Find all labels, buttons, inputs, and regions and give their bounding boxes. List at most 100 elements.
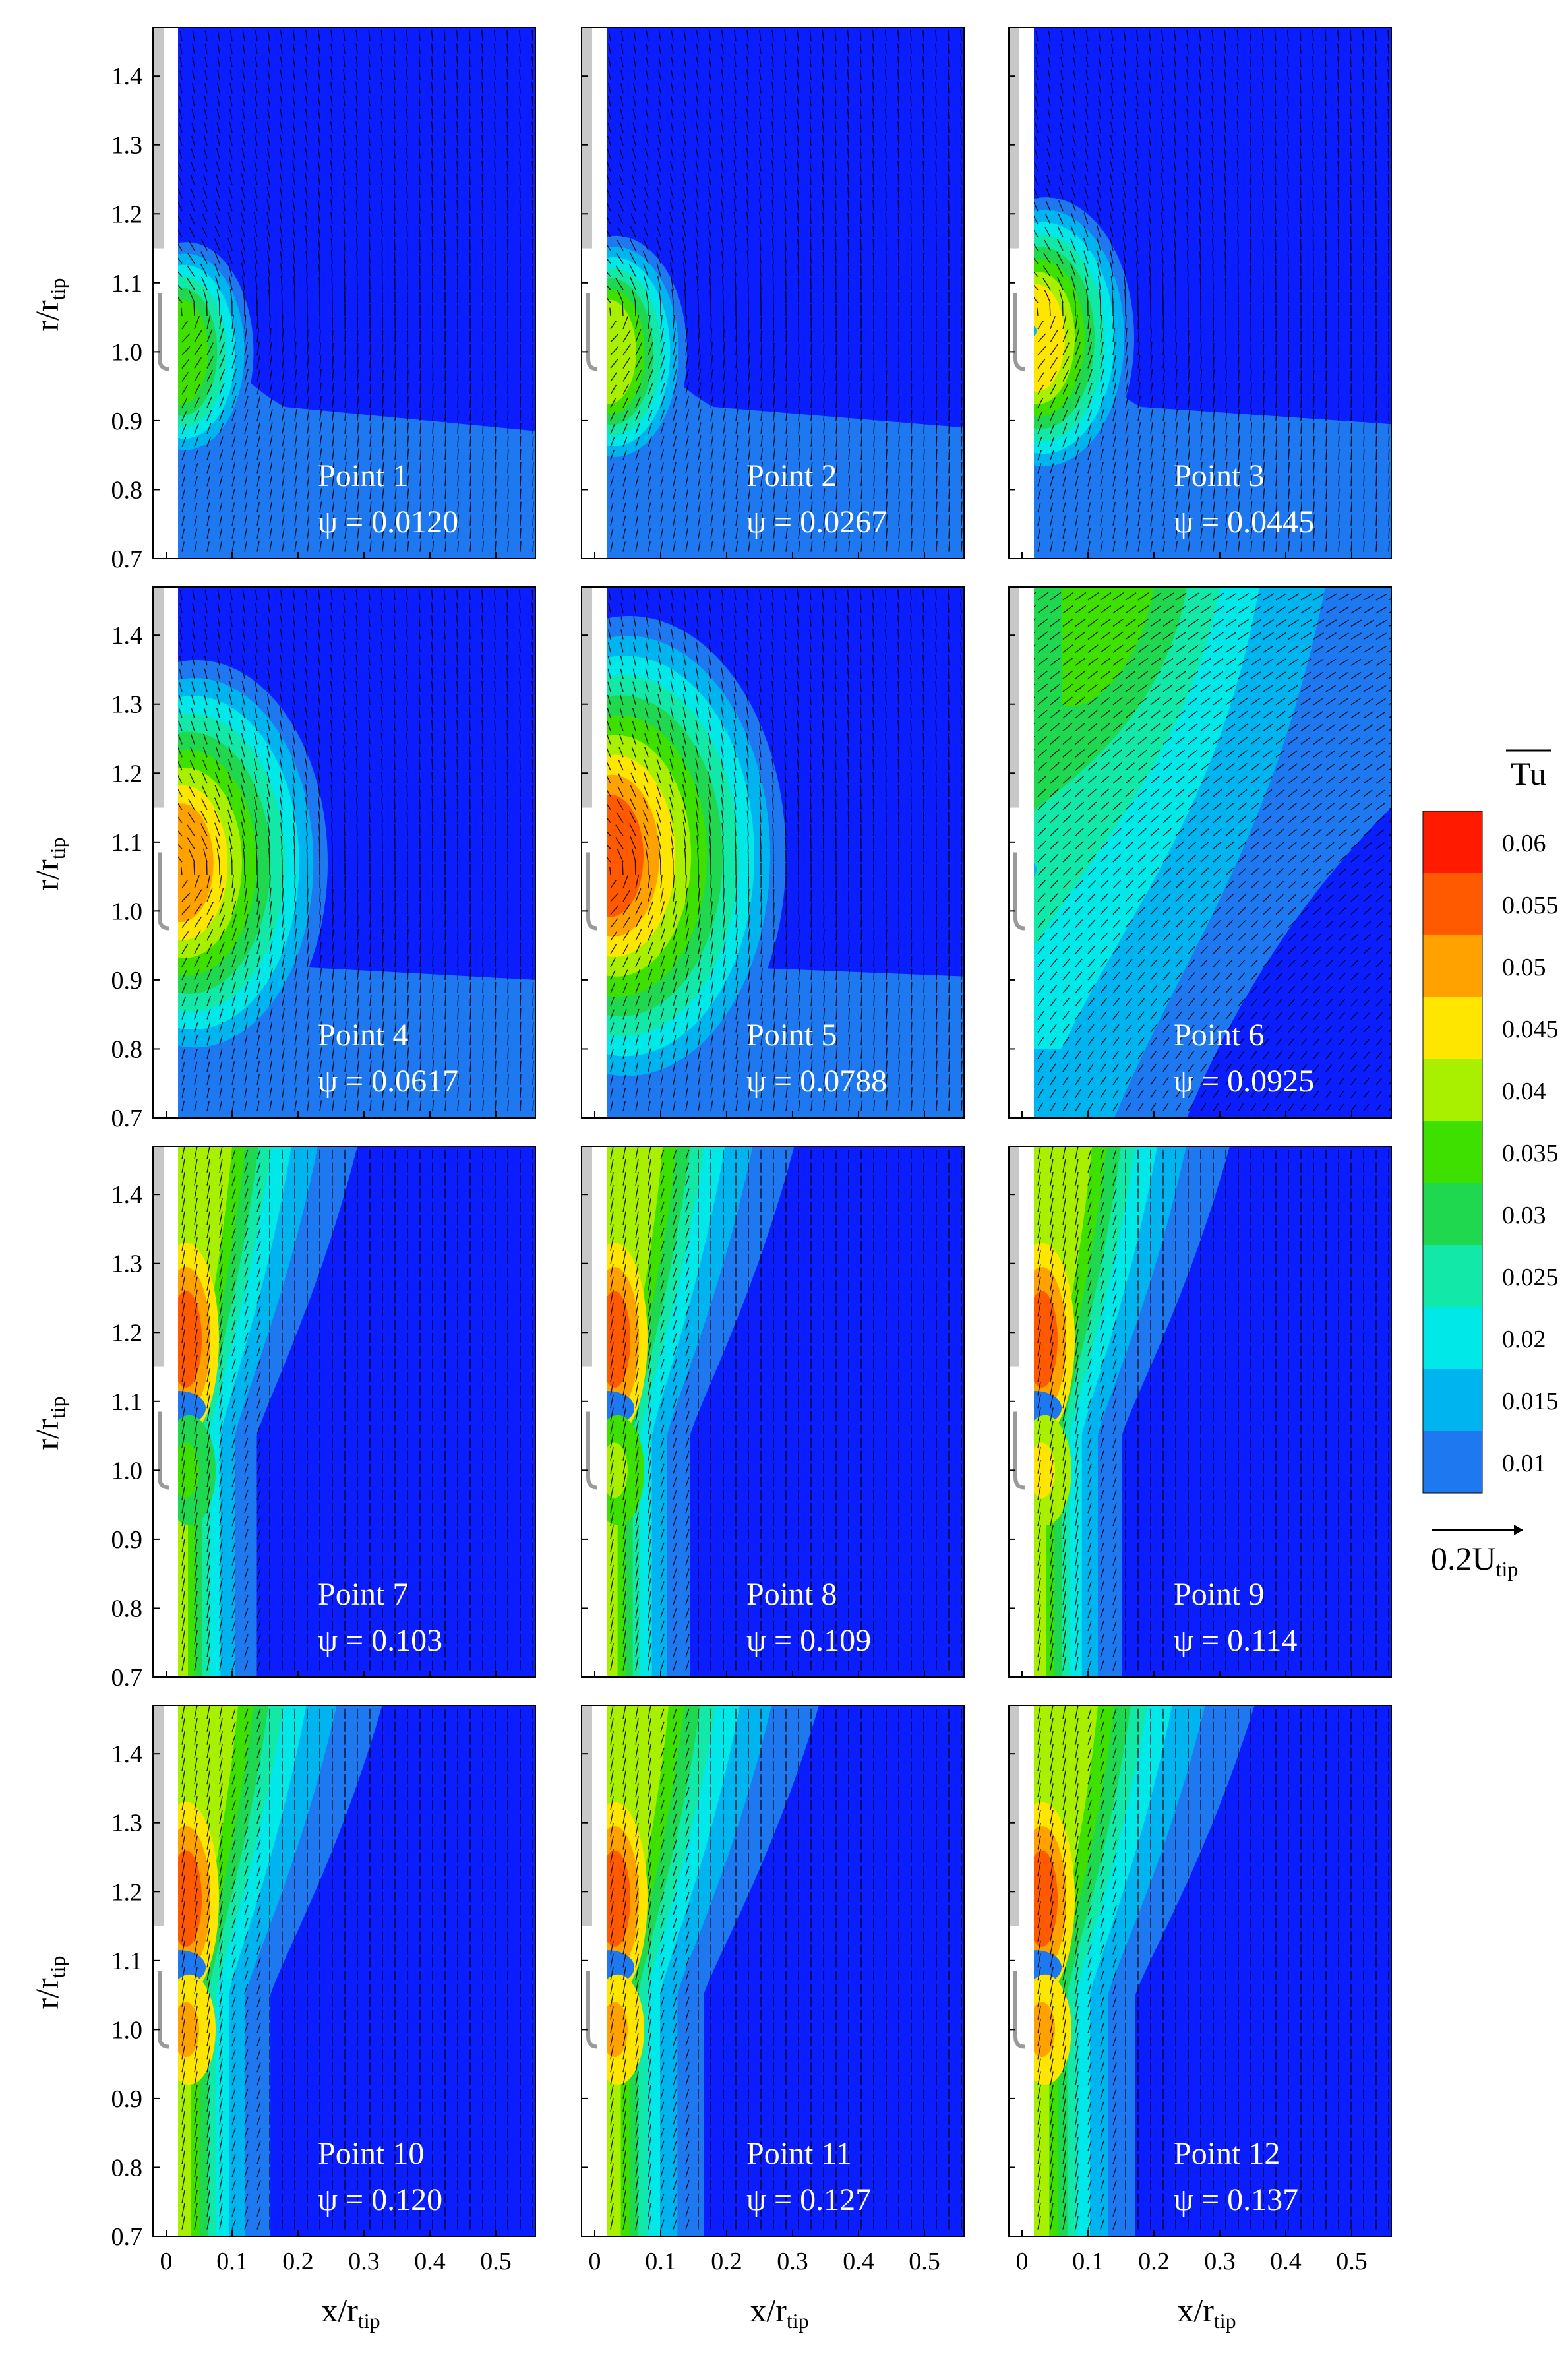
velocity-vectors (597, 1146, 962, 1671)
y-tick-label: 0.8 (111, 1595, 143, 1622)
x-tick-label: 0.1 (1072, 2248, 1104, 2275)
panel-psi-label: ψ = 0.109 (746, 1623, 871, 1658)
x-tick-label: 0.5 (480, 2248, 512, 2275)
colorbar-tick-label: 0.045 (1502, 1016, 1559, 1043)
colorbar-tick-label: 0.01 (1502, 1450, 1546, 1477)
velocity-vectors (1025, 1146, 1389, 1671)
colorbar-tick-label: 0.06 (1502, 830, 1546, 857)
x-axis-label: x/rtip (1177, 2292, 1236, 2333)
y-tick-label: 0.9 (111, 408, 143, 435)
panel-psi-label: ψ = 0.0925 (1174, 1064, 1314, 1099)
x-tick-label: 0.1 (216, 2248, 248, 2275)
y-axis-label: r/rtip (28, 1397, 69, 1450)
panel-psi-label: ψ = 0.0788 (746, 1064, 887, 1099)
y-tick-label: 1.1 (111, 1388, 143, 1416)
colorbar-tick-label: 0.04 (1502, 1078, 1546, 1105)
velocity-vectors (1017, 30, 1390, 552)
panel-point-label: Point 9 (1174, 1577, 1264, 1612)
velocity-vectors (1025, 1705, 1389, 2230)
panel-psi-label: ψ = 0.0445 (1174, 505, 1314, 539)
y-tick-label: 1.3 (111, 1250, 143, 1278)
x-tick-label: 0.3 (1204, 2248, 1236, 2275)
y-tick-label: 1.4 (111, 1740, 143, 1768)
y-tick-label: 0.9 (111, 967, 143, 995)
contour-panel: Point 8 ψ = 0.109 (581, 1146, 965, 1678)
y-tick-label: 0.7 (111, 545, 143, 573)
panel-psi-label: ψ = 0.114 (1174, 1623, 1297, 1658)
panel-point-label: Point 8 (746, 1577, 837, 1612)
y-tick-label: 1.3 (111, 691, 143, 719)
velocity-vectors (590, 589, 963, 1111)
x-tick-label: 0.4 (843, 2248, 874, 2275)
y-tick-label: 1.4 (111, 1181, 143, 1209)
velocity-vectors (597, 1705, 962, 2230)
colorbar-swatch (1423, 811, 1482, 873)
x-tick-label: 0.1 (645, 2248, 677, 2275)
x-tick-label: 0.5 (1336, 2248, 1368, 2275)
x-axis-label: x/rtip (321, 2292, 380, 2333)
axis-labels: r/rtip r/rtip r/rtip r/rtip x/rtip x/rtip x/rt… (28, 278, 1236, 2333)
contour-panel: Point 4 ψ = 0.0617 0.7 0.8 0.9 1.0 1.1 1.2 1.3 1.… (111, 586, 536, 1132)
colorbar-title: Tu (1511, 755, 1546, 792)
y-axis-label: r/rtip (28, 838, 69, 891)
x-tick-label: 0 (1016, 2248, 1029, 2275)
x-tick-label: 0.2 (282, 2248, 314, 2275)
panel-point-label: Point 6 (1174, 1018, 1264, 1053)
y-tick-label: 1.2 (111, 200, 143, 228)
x-tick-label: 0.5 (909, 2248, 940, 2275)
x-tick-label: 0.2 (711, 2248, 742, 2275)
x-tick-label: 0 (589, 2248, 601, 2275)
y-tick-label: 0.7 (111, 2223, 143, 2251)
y-tick-label: 0.7 (111, 1105, 143, 1132)
colorbar-swatch (1423, 1245, 1482, 1307)
colorbar: 0.06 0.055 0.05 0.045 0.04 0.035 0.03 0.025 0.02… (1422, 749, 1559, 1581)
colorbar-swatch (1423, 1059, 1482, 1121)
y-tick-label: 0.8 (111, 2154, 143, 2182)
colorbar-swatch (1423, 1183, 1482, 1245)
velocity-vectors (162, 589, 534, 1111)
y-tick-label: 1.0 (111, 898, 143, 925)
colorbar-swatch (1423, 935, 1482, 997)
y-tick-label: 1.4 (111, 622, 143, 650)
x-axis-label: x/rtip (750, 2292, 808, 2333)
velocity-vectors (590, 30, 963, 552)
panel-point-label: Point 7 (318, 1577, 408, 1612)
y-tick-label: 0.7 (111, 1664, 143, 1692)
colorbar-swatch (1423, 1307, 1482, 1369)
contour-panel: Point 6 ψ = 0.0925 (1008, 586, 1392, 1119)
velocity-vectors (169, 1146, 533, 1671)
panel-psi-label: ψ = 0.127 (746, 2182, 871, 2217)
panel-point-label: Point 10 (318, 2136, 424, 2171)
panel-point-label: Point 3 (1174, 458, 1264, 493)
y-tick-label: 1.2 (111, 1319, 143, 1347)
y-tick-label: 1.1 (111, 829, 143, 857)
panel-psi-label: ψ = 0.0120 (318, 505, 458, 539)
y-tick-label: 1.4 (111, 63, 143, 90)
y-tick-label: 1.3 (111, 132, 143, 160)
contour-panel: Point 11 ψ = 0.127 0 0.1 0.2 0.3 0.4 0.5 (581, 1705, 965, 2275)
colorbar-swatch (1423, 1369, 1482, 1431)
colorbar-tick-label: 0.03 (1502, 1202, 1546, 1229)
panel-point-label: Point 5 (746, 1018, 837, 1053)
x-tick-label: 0.2 (1138, 2248, 1170, 2275)
x-tick-label: 0 (160, 2248, 173, 2275)
panel-point-label: Point 11 (746, 2136, 852, 2171)
y-tick-label: 1.1 (111, 270, 143, 297)
y-tick-label: 1.0 (111, 338, 143, 366)
y-tick-label: 1.1 (111, 1948, 143, 1975)
vector-reference: 0.2Utip (1431, 1525, 1523, 1581)
y-tick-label: 0.8 (111, 1035, 143, 1063)
y-tick-label: 1.3 (111, 1810, 143, 1837)
y-axis-label: r/rtip (28, 278, 69, 332)
contour-panel: Point 9 ψ = 0.114 (1008, 1146, 1392, 1678)
panel-psi-label: ψ = 0.0617 (318, 1064, 458, 1099)
colorbar-tick-label: 0.02 (1502, 1326, 1546, 1353)
contour-panel: Point 3 ψ = 0.0445 (1008, 27, 1392, 559)
panel-point-label: Point 1 (318, 458, 408, 493)
panel-psi-label: ψ = 0.0267 (746, 505, 887, 539)
y-tick-label: 1.0 (111, 2016, 143, 2044)
panel-point-label: Point 12 (1174, 2136, 1280, 2171)
colorbar-swatch (1423, 1121, 1482, 1183)
y-tick-label: 1.0 (111, 1457, 143, 1485)
